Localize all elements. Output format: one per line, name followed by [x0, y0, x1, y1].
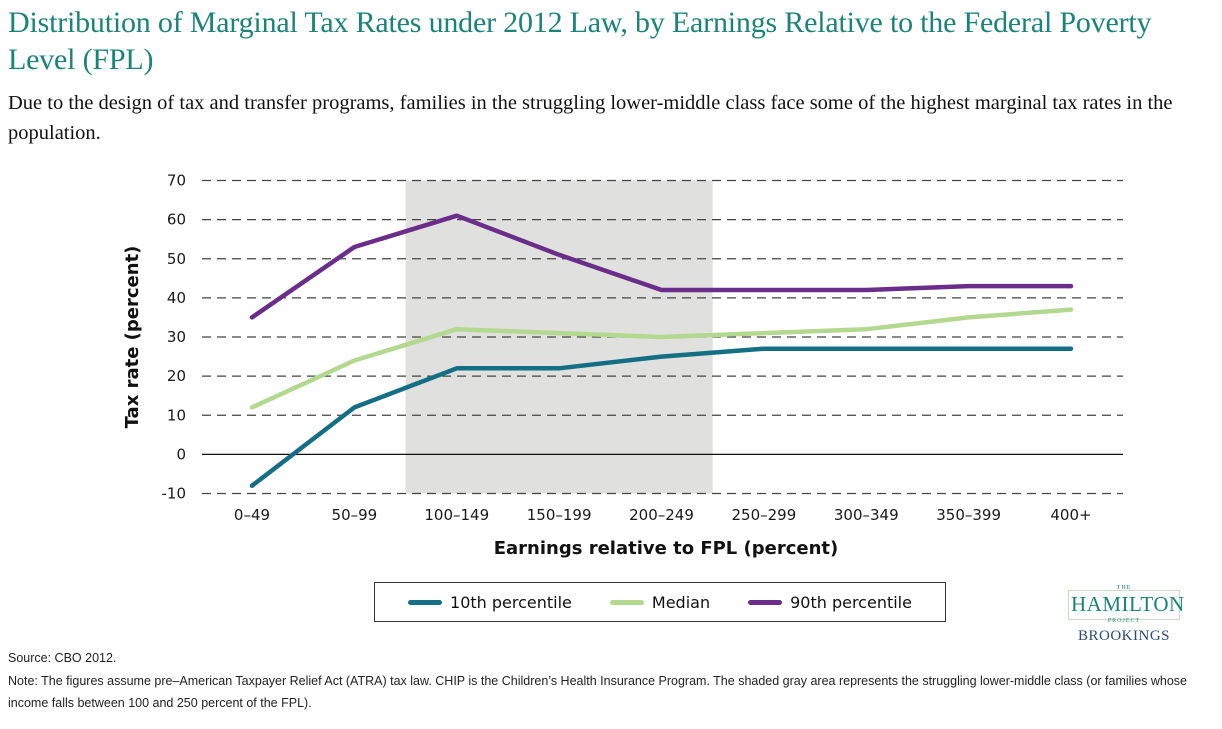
legend-item-median: Median — [609, 592, 711, 612]
hamilton-project-brookings-logo: THE HAMILTON PROJECT BROOKINGS — [1064, 585, 1185, 645]
series-line-median — [249, 307, 1074, 410]
logo-the-text: THE — [1116, 585, 1132, 591]
brookings-logo-text: BROOKINGS — [1077, 628, 1170, 644]
legend-swatch-median — [609, 599, 644, 605]
legend-label-median: Median — [651, 592, 711, 612]
legend-label-90th-percentile: 90th percentile — [790, 592, 912, 612]
hamilton-project-logo: THE HAMILTON PROJECT — [1068, 585, 1185, 624]
page-title: Distribution of Marginal Tax Rates under… — [8, 6, 1152, 76]
y-tick-label: 0 — [176, 445, 186, 463]
x-tick-label: 50–99 — [332, 506, 378, 524]
series-line-10th-percentile — [249, 346, 1074, 488]
footnote: Note: The figures assume pre–American Ta… — [8, 674, 1188, 710]
y-tick-label: 10 — [167, 406, 186, 424]
legend-item-90th-percentile: 90th percentile — [748, 593, 912, 612]
legend-swatch-10th-percentile — [408, 599, 443, 605]
y-tick-label: 60 — [167, 211, 186, 229]
x-tick-label: 400+ — [1050, 506, 1091, 524]
page-subtitle: Due to the design of tax and transfer pr… — [8, 92, 1173, 144]
x-tick-label: 300–349 — [834, 506, 899, 524]
y-tick-label: 40 — [167, 289, 186, 307]
x-tick-label: 350–399 — [936, 506, 1001, 524]
series-line-90th-percentile — [249, 213, 1074, 320]
source-note: Source: CBO 2012. — [8, 651, 117, 665]
x-axis-title: Earnings relative to FPL (percent) — [494, 538, 839, 559]
y-axis-title: Tax rate (percent) — [122, 246, 143, 429]
x-tick-label: 200–249 — [629, 506, 694, 524]
legend-item-10th-percentile: 10th percentile — [408, 593, 572, 612]
y-tick-label: 50 — [167, 250, 186, 268]
y-tick-label: 30 — [167, 328, 186, 346]
legend-label-10th-percentile: 10th percentile — [450, 592, 572, 612]
x-tick-label: 150–199 — [527, 506, 592, 524]
y-tick-label: 20 — [167, 367, 186, 385]
x-tick-label: 0–49 — [234, 506, 270, 524]
x-tick-label: 100–149 — [424, 506, 489, 524]
legend-swatch-90th-percentile — [748, 599, 783, 605]
chart-legend: 10th percentile Median 90th percentile — [374, 582, 946, 622]
y-tick-label: 70 — [167, 172, 186, 190]
y-tick-label: -10 — [162, 485, 187, 503]
logo-hamilton-text: HAMILTON — [1071, 592, 1185, 616]
x-tick-label: 250–299 — [731, 506, 796, 524]
logo-project-text: PROJECT — [1107, 618, 1141, 624]
line-chart: -10 0 10 20 30 40 50 60 70 0–49 50–99 100–149 150–1… — [122, 172, 1123, 559]
